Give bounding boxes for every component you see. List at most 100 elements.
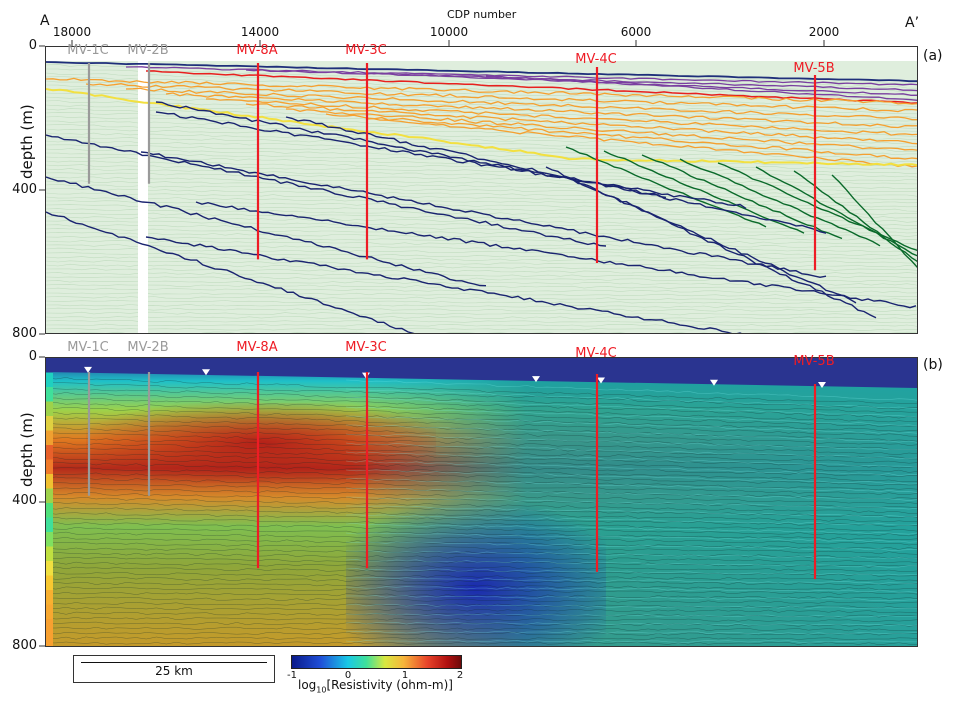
resistivity-log-segment xyxy=(46,430,53,445)
colorbar-tick-neg1: -1 xyxy=(287,670,297,681)
receiver-marker-icon xyxy=(597,377,605,384)
depth-tick-b-800: 800 xyxy=(12,638,37,653)
well-label-mv-4c: MV-4C xyxy=(575,52,617,67)
receiver-marker-icon xyxy=(710,379,718,386)
resistivity-log-segment xyxy=(46,546,53,561)
data-gap xyxy=(138,47,148,333)
receiver-marker-icon xyxy=(532,376,540,383)
cdp-tick-10000: 10000 xyxy=(429,25,469,39)
well-label-mv-4c: MV-4C xyxy=(575,346,617,361)
receiver-marker-icon xyxy=(202,369,210,376)
receiver-marker-icon xyxy=(84,366,92,373)
cdp-tick-18000: 18000 xyxy=(52,25,92,39)
low-resistivity-anomaly xyxy=(346,498,606,646)
resistivity-section-b xyxy=(46,358,917,646)
resistivity-log-segment xyxy=(46,416,53,431)
interpreted-seismic-panel xyxy=(45,46,918,334)
horizon-orange xyxy=(46,77,917,105)
horizon-green xyxy=(679,158,881,247)
section-end-label: A’ xyxy=(905,15,920,31)
resistivity-log-segment xyxy=(46,619,53,634)
seismic-highlights xyxy=(345,379,917,643)
colorbar-title-prefix: log xyxy=(298,678,317,692)
horizon-orange xyxy=(245,103,917,145)
well-label-mv-1c: MV-1C xyxy=(67,340,109,355)
scale-bar-line xyxy=(81,662,267,663)
depth-tick-b-400: 400 xyxy=(12,493,37,508)
resistivity-colorbar xyxy=(291,655,462,669)
well-label-mv-2b: MV-2B xyxy=(127,43,169,58)
resistivity-log-segment xyxy=(46,590,53,605)
horizon-purple xyxy=(485,75,917,101)
well-label-mv-8a: MV-8A xyxy=(236,340,278,355)
horizon-navy xyxy=(140,151,827,279)
well-label-mv-5b: MV-5B xyxy=(793,61,835,76)
seismic-reflectors xyxy=(46,377,917,645)
colorbar-title: log10[Resistivity (ohm-m)] xyxy=(298,678,453,694)
horizon-green xyxy=(717,162,917,252)
horizon-purple xyxy=(245,69,917,92)
horizon-orange xyxy=(325,113,917,160)
cdp-tick-6000: 6000 xyxy=(620,25,652,39)
resistivity-log-segment xyxy=(46,358,53,373)
horizon-navy xyxy=(195,201,917,309)
colorbar-tick-2: 2 xyxy=(456,670,464,681)
scale-bar: 25 km xyxy=(73,655,275,683)
section-start-label: A xyxy=(40,13,50,29)
horizon-navy xyxy=(285,116,827,234)
panel-tag-a: (a) xyxy=(923,48,943,64)
resistivity-log-segment xyxy=(46,372,53,387)
depth-tick-a-400: 400 xyxy=(12,182,37,197)
resistivity-log-segment xyxy=(46,561,53,576)
well-label-mv-3c: MV-3C xyxy=(345,340,387,355)
resistivity-overlay-panel xyxy=(45,357,918,647)
seismic-section-a xyxy=(46,47,917,333)
resistivity-log-segment xyxy=(46,532,53,547)
horizon-orange xyxy=(205,98,917,136)
colorbar-tick-0: 0 xyxy=(344,670,352,681)
resistivity-log-segment xyxy=(46,445,53,460)
cdp-tick-14000: 14000 xyxy=(240,25,280,39)
colorbar-tick-1: 1 xyxy=(401,670,409,681)
well-label-mv-3c: MV-3C xyxy=(345,43,387,58)
horizon-orange xyxy=(365,117,917,168)
resistivity-log-segment xyxy=(46,503,53,518)
cdp-tick-2000: 2000 xyxy=(808,25,840,39)
seismic-texture xyxy=(46,63,917,333)
horizon-seafloor xyxy=(46,61,917,83)
horizon-navy xyxy=(565,176,857,304)
colorbar-title-suffix: [Resistivity (ohm-m)] xyxy=(326,678,453,692)
horizon-navy xyxy=(145,236,742,333)
resistivity-log-segment xyxy=(46,401,53,416)
resistivity-log-segment xyxy=(46,517,53,532)
resistivity-log-segment xyxy=(46,604,53,619)
horizon-navy xyxy=(46,176,487,287)
horizon-orange xyxy=(165,92,917,129)
horizon-orange xyxy=(285,108,917,151)
horizon-green xyxy=(831,174,917,269)
horizon-navy xyxy=(155,111,747,209)
receiver-marker-icon xyxy=(818,382,826,388)
water-column xyxy=(46,47,917,61)
horizon-green xyxy=(641,154,843,240)
horizon-red xyxy=(145,70,917,104)
depth-tick-b-0: 0 xyxy=(28,349,37,364)
depth-tick-a-0: 0 xyxy=(28,38,37,53)
resistivity-log-segment xyxy=(46,575,53,590)
depth-tick-a-800: 800 xyxy=(12,326,37,341)
top-axis-title: CDP number xyxy=(447,8,517,21)
scale-bar-label: 25 km xyxy=(155,664,193,678)
resistivity-log-segment xyxy=(46,387,53,402)
well-label-mv-8a: MV-8A xyxy=(236,43,278,58)
horizon-navy xyxy=(46,134,607,247)
resistivity-log-segment xyxy=(46,474,53,489)
well-label-mv-1c: MV-1C xyxy=(67,43,109,58)
horizon-navy xyxy=(46,211,415,333)
well-label-mv-2b: MV-2B xyxy=(127,340,169,355)
panel-tag-b: (b) xyxy=(923,357,943,373)
resistivity-log-segment xyxy=(46,488,53,503)
horizon-orange xyxy=(85,83,917,113)
water-layer xyxy=(46,358,917,388)
resistivity-log-segment xyxy=(46,459,53,474)
